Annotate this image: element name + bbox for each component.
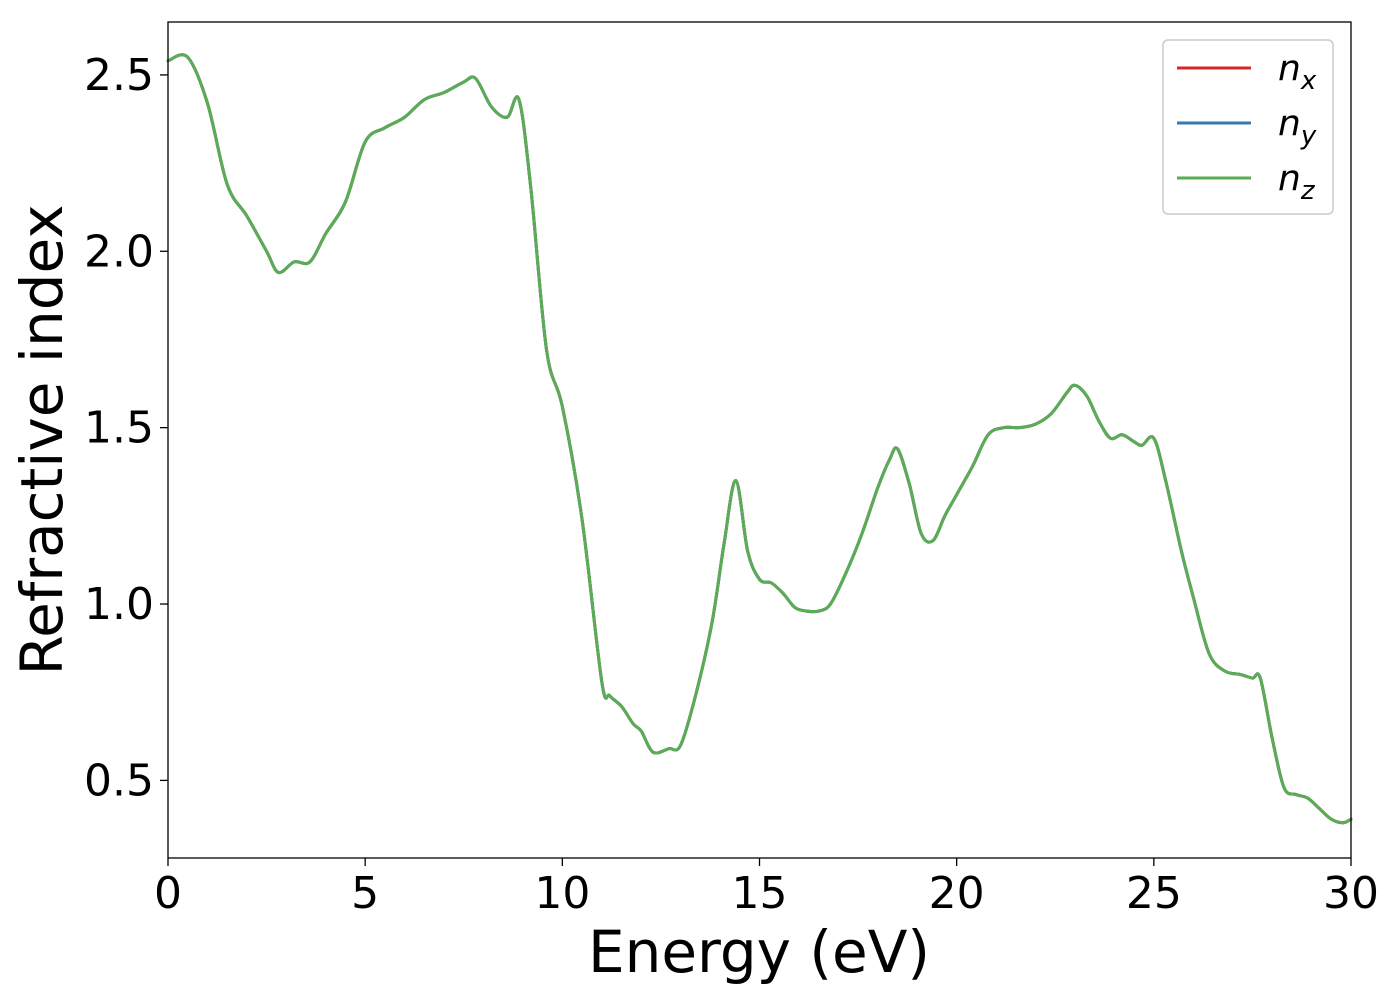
x-tick-label: 10 bbox=[534, 868, 590, 919]
legend-label: nx bbox=[1278, 48, 1317, 96]
y-tick-label: 2.5 bbox=[84, 50, 154, 101]
y-tick-label: 2.0 bbox=[84, 226, 154, 277]
x-axis-ticks: 0 5 10 15 20 25 30 bbox=[154, 858, 1379, 919]
legend-label: nz bbox=[1278, 158, 1316, 206]
x-tick-label: 20 bbox=[929, 868, 985, 919]
y-axis-ticks: 0.5 1.0 1.5 2.0 2.5 bbox=[84, 50, 168, 806]
x-tick-label: 0 bbox=[154, 868, 182, 919]
legend: nx ny nz bbox=[1162, 39, 1334, 215]
x-tick-label: 25 bbox=[1126, 868, 1182, 919]
x-tick-label: 5 bbox=[351, 868, 379, 919]
legend-label: ny bbox=[1278, 103, 1317, 151]
y-tick-label: 1.0 bbox=[84, 579, 154, 630]
y-tick-label: 0.5 bbox=[84, 755, 154, 806]
x-tick-label: 15 bbox=[732, 868, 788, 919]
x-axis-label: Energy (eV) bbox=[588, 918, 930, 986]
series-line-n-z bbox=[166, 53, 1353, 825]
x-tick-label: 30 bbox=[1323, 868, 1379, 919]
y-axis-label: Refractive index bbox=[8, 204, 76, 675]
series-layer bbox=[166, 53, 1353, 825]
legend-box bbox=[1162, 39, 1334, 215]
y-tick-label: 1.5 bbox=[84, 403, 154, 454]
